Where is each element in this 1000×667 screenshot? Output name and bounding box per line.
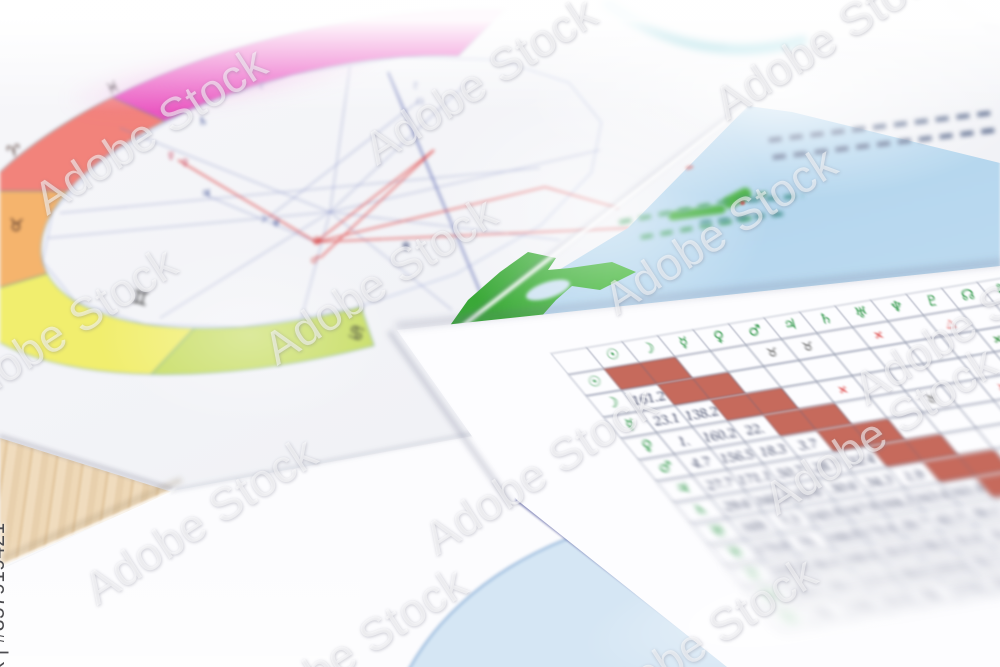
adobe-stock-watermark: Adobe Stock (594, 135, 846, 325)
planet-glyph-icon: ☿ (168, 151, 174, 162)
planet-glyph-icon: ♅ (272, 220, 280, 230)
house-cusp-line (295, 211, 331, 339)
adobe-stock-watermark: Adobe Stock (844, 225, 1000, 415)
planet-glyph-icon: ⊕ (312, 234, 322, 248)
planet-glyph-icon: ♄ (198, 115, 208, 128)
adobe-stock-watermark: Adobe Stock (74, 425, 326, 615)
house-cusp-line (119, 127, 331, 213)
planet-glyph-icon: ♂ (311, 255, 320, 266)
adobe-stock-watermark: Adobe Stock (354, 0, 606, 175)
cancer-glyph-icon: ♋ (344, 320, 368, 347)
adobe-stock-watermark: Adobe Stock (24, 35, 276, 225)
adobe-stock-watermark: Adobe Stock (224, 555, 476, 667)
planet-glyph-icon: ♀ (182, 159, 189, 169)
planet-glyph-icon: ☽ (258, 214, 267, 225)
adobe-stock-watermark: Adobe Stock (574, 545, 826, 667)
cancer-segment (150, 306, 375, 376)
planet-glyph-icon: ♃ (201, 187, 211, 200)
adobe-stock-watermark: Adobe Stock (704, 0, 956, 130)
adobe-stock-watermark: Adobe Stock (0, 235, 186, 425)
house-cusp-line (264, 99, 421, 221)
taurus-glyph-icon: ♉ (8, 215, 25, 236)
adobe-stock-watermark: Adobe Stock (754, 335, 1000, 525)
aspect-line-red (319, 149, 435, 259)
adobe-stock-watermark: Adobe Stock (414, 375, 666, 565)
aspect-line-red (177, 159, 317, 243)
house-cusp-line (159, 211, 331, 319)
gemini-glyph-icon: ♊ (129, 286, 151, 311)
planet-glyph-icon: ♆ (401, 240, 412, 254)
stock-id-watermark: Adobe Stock | #357919421 (0, 522, 9, 667)
house-cusp-line (47, 211, 331, 239)
aries-glyph-icon: ♈ (5, 140, 23, 162)
aspect-line-red (315, 149, 435, 243)
adobe-stock-watermark: Adobe Stock (254, 185, 506, 375)
house-cusp-line (207, 195, 317, 243)
